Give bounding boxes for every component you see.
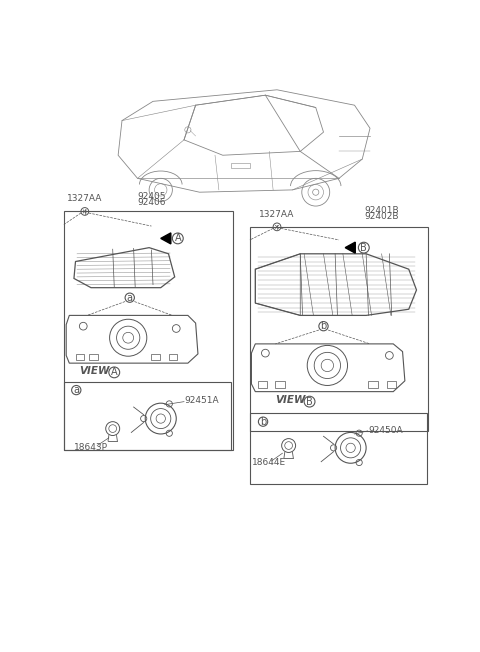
Text: A: A bbox=[111, 367, 118, 378]
Text: B: B bbox=[306, 396, 313, 407]
Text: a: a bbox=[127, 293, 133, 303]
Text: 92450A: 92450A bbox=[369, 426, 403, 435]
Text: b: b bbox=[260, 417, 266, 426]
Text: 1327AA: 1327AA bbox=[259, 210, 295, 219]
Polygon shape bbox=[345, 242, 355, 253]
Text: b: b bbox=[320, 321, 326, 331]
Text: VIEW: VIEW bbox=[276, 395, 306, 405]
Text: 1327AA: 1327AA bbox=[67, 194, 103, 203]
Text: VIEW: VIEW bbox=[79, 366, 110, 376]
Text: a: a bbox=[73, 385, 79, 395]
Text: B: B bbox=[360, 243, 367, 252]
Text: 92405: 92405 bbox=[137, 192, 166, 201]
Text: 92451A: 92451A bbox=[185, 396, 219, 406]
Text: 18644E: 18644E bbox=[252, 458, 287, 467]
Text: 92401B: 92401B bbox=[364, 206, 399, 215]
Text: 92402B: 92402B bbox=[364, 212, 399, 221]
Text: 18643P: 18643P bbox=[74, 443, 108, 452]
Polygon shape bbox=[161, 233, 171, 244]
Text: 92406: 92406 bbox=[137, 198, 166, 207]
Text: A: A bbox=[175, 233, 181, 243]
